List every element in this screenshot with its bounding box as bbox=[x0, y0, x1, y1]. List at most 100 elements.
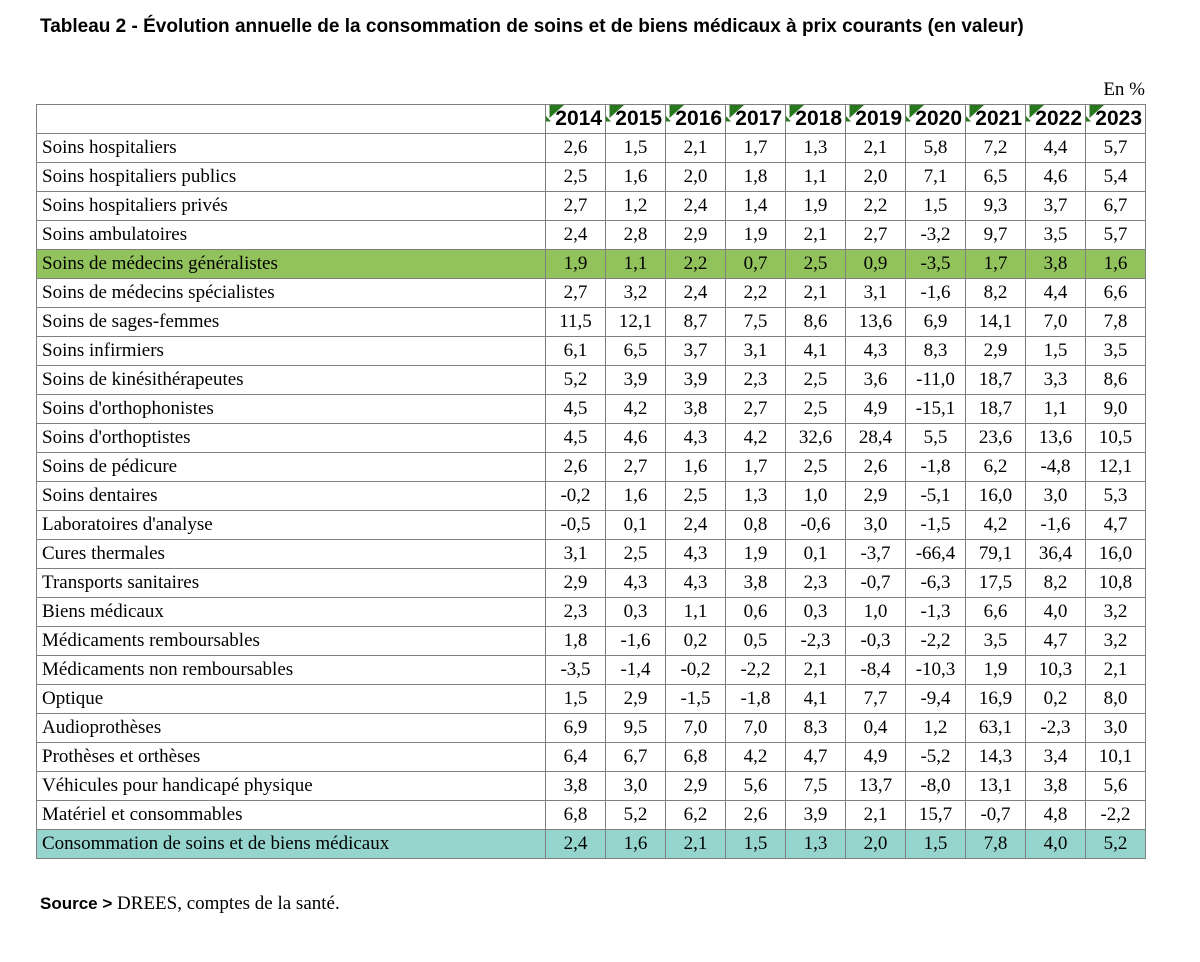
value-cell-2021: 13,1 bbox=[965, 771, 1026, 801]
value-cell-2019: 0,4 bbox=[845, 713, 906, 743]
value-cell-2016: 4,3 bbox=[665, 423, 726, 453]
value-cell-2019: 2,9 bbox=[845, 481, 906, 511]
value-cell-2016: 3,8 bbox=[665, 394, 726, 424]
value-cell-2018: 1,3 bbox=[785, 829, 846, 859]
corner-marker-icon bbox=[606, 105, 624, 122]
value-cell-2016: 7,0 bbox=[665, 713, 726, 743]
table-row: Médicaments non remboursables -3,5 -1,4 -0,… bbox=[36, 655, 1146, 685]
year-label: 2023 bbox=[1095, 107, 1142, 130]
value-cell-2014: 2,3 bbox=[545, 597, 606, 627]
value-cell-2016: 0,2 bbox=[665, 626, 726, 656]
table-row: Soins hospitaliers 2,6 1,5 2,1 1,7 1,3 2,1 5,8 7… bbox=[36, 133, 1146, 163]
value-cell-2017: 2,7 bbox=[725, 394, 786, 424]
value-cell-2023: 3,0 bbox=[1085, 713, 1146, 743]
value-cell-2017: 0,8 bbox=[725, 510, 786, 540]
table-row: Soins hospitaliers privés 2,7 1,2 2,4 1,4 1,9… bbox=[36, 191, 1146, 221]
value-cell-2016: 2,9 bbox=[665, 220, 726, 250]
year-header-2015: 2015 bbox=[605, 104, 666, 134]
value-cell-2016: -0,2 bbox=[665, 655, 726, 685]
value-cell-2023: -2,2 bbox=[1085, 800, 1146, 830]
value-cell-2017: 2,6 bbox=[725, 800, 786, 830]
value-cell-2018: 4,1 bbox=[785, 336, 846, 366]
value-cell-2016: 2,1 bbox=[665, 133, 726, 163]
table-row: Cures thermales 3,1 2,5 4,3 1,9 0,1 -3,7 -66,4 7… bbox=[36, 539, 1146, 569]
value-cell-2014: -0,2 bbox=[545, 481, 606, 511]
year-label: 2017 bbox=[735, 107, 782, 130]
value-cell-2019: 3,6 bbox=[845, 365, 906, 395]
value-cell-2016: 1,1 bbox=[665, 597, 726, 627]
value-cell-2015: 3,0 bbox=[605, 771, 666, 801]
value-cell-2017: -2,2 bbox=[725, 655, 786, 685]
year-header-2022: 2022 bbox=[1025, 104, 1086, 134]
row-label: Cures thermales bbox=[36, 539, 546, 569]
value-cell-2022: 36,4 bbox=[1025, 539, 1086, 569]
value-cell-2018: 2,1 bbox=[785, 278, 846, 308]
value-cell-2019: 2,1 bbox=[845, 800, 906, 830]
row-label: Prothèses et orthèses bbox=[36, 742, 546, 772]
value-cell-2021: 1,9 bbox=[965, 655, 1026, 685]
value-cell-2021: 6,2 bbox=[965, 452, 1026, 482]
value-cell-2014: 2,4 bbox=[545, 220, 606, 250]
value-cell-2021: 7,8 bbox=[965, 829, 1026, 859]
corner-marker-icon bbox=[1026, 105, 1044, 122]
value-cell-2016: 3,7 bbox=[665, 336, 726, 366]
row-label: Médicaments remboursables bbox=[36, 626, 546, 656]
value-cell-2018: 0,3 bbox=[785, 597, 846, 627]
value-cell-2016: 2,4 bbox=[665, 191, 726, 221]
value-cell-2022: -2,3 bbox=[1025, 713, 1086, 743]
value-cell-2022: 3,3 bbox=[1025, 365, 1086, 395]
value-cell-2015: 6,5 bbox=[605, 336, 666, 366]
source-label: Source > bbox=[40, 894, 113, 913]
value-cell-2017: 7,0 bbox=[725, 713, 786, 743]
row-label: Soins ambulatoires bbox=[36, 220, 546, 250]
value-cell-2020: -2,2 bbox=[905, 626, 966, 656]
row-label: Soins infirmiers bbox=[36, 336, 546, 366]
value-cell-2018: 2,5 bbox=[785, 394, 846, 424]
value-cell-2014: 5,2 bbox=[545, 365, 606, 395]
year-header-2023: 2023 bbox=[1085, 104, 1146, 134]
value-cell-2019: 2,0 bbox=[845, 829, 906, 859]
row-label: Laboratoires d'analyse bbox=[36, 510, 546, 540]
value-cell-2019: 4,9 bbox=[845, 394, 906, 424]
value-cell-2019: 0,9 bbox=[845, 249, 906, 279]
value-cell-2022: -4,8 bbox=[1025, 452, 1086, 482]
table-row: Audioprothèses 6,9 9,5 7,0 7,0 8,3 0,4 1,2 63,1-… bbox=[36, 713, 1146, 743]
value-cell-2014: 2,5 bbox=[545, 162, 606, 192]
value-cell-2020: -66,4 bbox=[905, 539, 966, 569]
value-cell-2020: -3,2 bbox=[905, 220, 966, 250]
value-cell-2017: 5,6 bbox=[725, 771, 786, 801]
value-cell-2020: -1,6 bbox=[905, 278, 966, 308]
row-label: Soins hospitaliers privés bbox=[36, 191, 546, 221]
value-cell-2022: 13,6 bbox=[1025, 423, 1086, 453]
value-cell-2023: 10,1 bbox=[1085, 742, 1146, 772]
value-cell-2017: 7,5 bbox=[725, 307, 786, 337]
value-cell-2022: 4,0 bbox=[1025, 597, 1086, 627]
value-cell-2017: 1,3 bbox=[725, 481, 786, 511]
value-cell-2023: 5,7 bbox=[1085, 133, 1146, 163]
value-cell-2015: -1,4 bbox=[605, 655, 666, 685]
table-title: Tableau 2 - Évolution annuelle de la con… bbox=[40, 16, 1024, 37]
value-cell-2015: 4,2 bbox=[605, 394, 666, 424]
value-cell-2021: -0,7 bbox=[965, 800, 1026, 830]
value-cell-2023: 3,2 bbox=[1085, 626, 1146, 656]
value-cell-2019: 13,7 bbox=[845, 771, 906, 801]
row-label: Soins hospitaliers publics bbox=[36, 162, 546, 192]
value-cell-2022: 4,7 bbox=[1025, 626, 1086, 656]
value-cell-2022: 1,5 bbox=[1025, 336, 1086, 366]
value-cell-2018: 1,0 bbox=[785, 481, 846, 511]
year-header-2016: 2016 bbox=[665, 104, 726, 134]
value-cell-2014: 2,6 bbox=[545, 133, 606, 163]
value-cell-2014: 6,1 bbox=[545, 336, 606, 366]
value-cell-2017: 1,7 bbox=[725, 452, 786, 482]
corner-marker-icon bbox=[546, 105, 564, 122]
row-label: Soins d'orthophonistes bbox=[36, 394, 546, 424]
value-cell-2016: 2,5 bbox=[665, 481, 726, 511]
row-label: Soins de médecins spécialistes bbox=[36, 278, 546, 308]
value-cell-2017: 0,7 bbox=[725, 249, 786, 279]
value-cell-2015: 5,2 bbox=[605, 800, 666, 830]
value-cell-2023: 4,7 bbox=[1085, 510, 1146, 540]
value-cell-2022: 4,8 bbox=[1025, 800, 1086, 830]
value-cell-2019: 7,7 bbox=[845, 684, 906, 714]
source-note: Source > DREES, comptes de la santé. bbox=[40, 892, 1200, 916]
row-label: Médicaments non remboursables bbox=[36, 655, 546, 685]
